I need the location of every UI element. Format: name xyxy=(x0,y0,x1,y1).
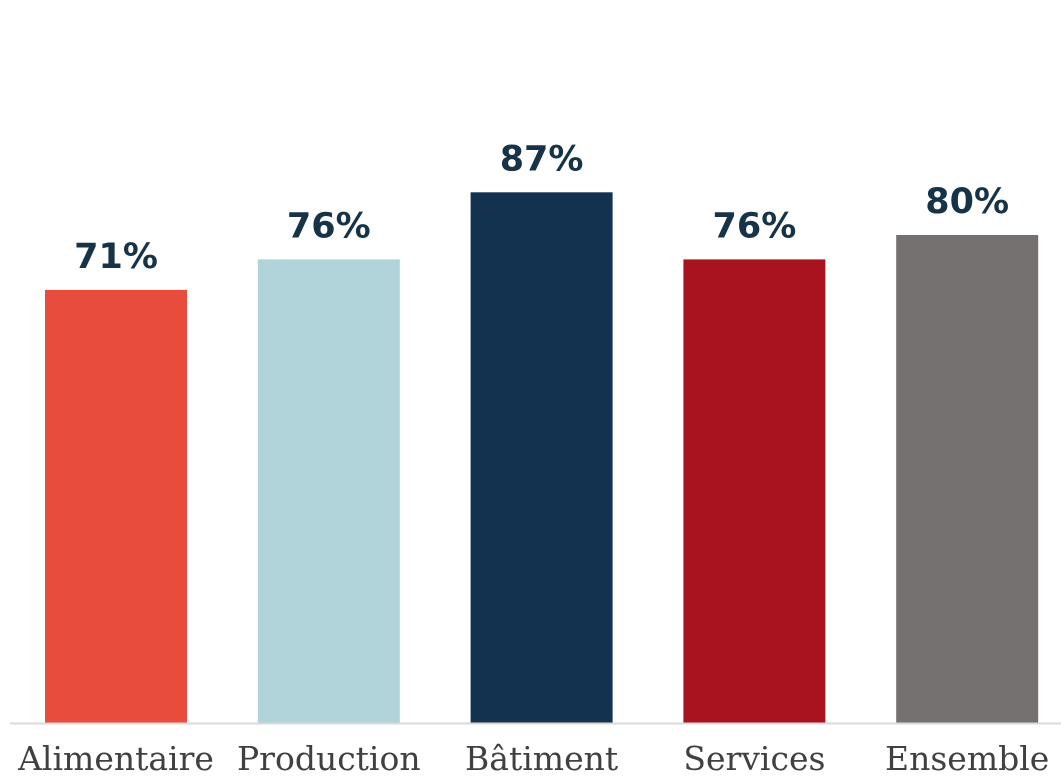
x-tick-label: Production xyxy=(237,739,421,778)
value-label: 76% xyxy=(287,206,371,246)
value-labels-group: 71% 76% 87% 76% 80% xyxy=(74,139,1009,277)
x-tick-label: Bâtiment xyxy=(465,739,618,778)
value-label: 80% xyxy=(925,182,1009,222)
category-tick-labels-group: Alimentaire Production Bâtiment Services Ens… xyxy=(17,739,1049,778)
value-label: 71% xyxy=(74,237,158,277)
x-tick-label: Services xyxy=(683,739,825,778)
x-tick-label: Ensemble xyxy=(885,739,1049,778)
value-label: 76% xyxy=(713,206,797,246)
bars-group xyxy=(45,192,1039,724)
bar-alimentaire xyxy=(45,289,187,723)
x-tick-label: Alimentaire xyxy=(17,739,214,778)
bar-ensemble xyxy=(896,235,1039,723)
value-label: 87% xyxy=(500,139,584,179)
bar-production xyxy=(257,259,400,723)
bar-b-timent xyxy=(470,192,613,724)
bar-services xyxy=(683,259,826,723)
